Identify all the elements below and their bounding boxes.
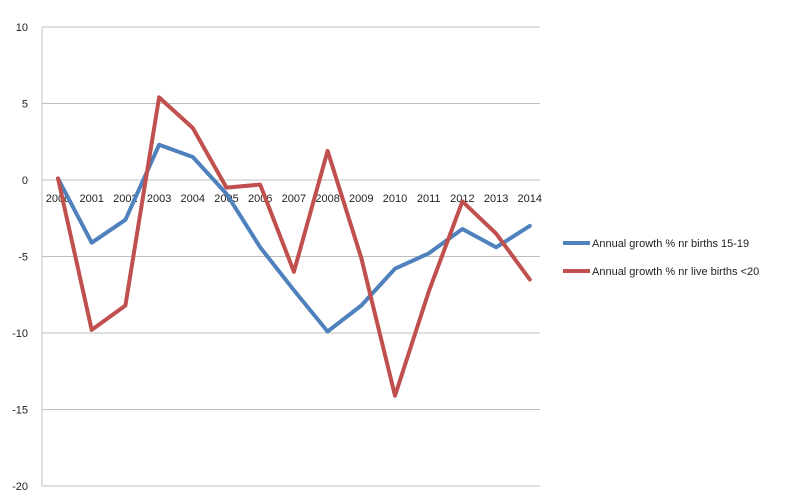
x-tick-label: 2001 (79, 193, 103, 205)
legend-label-2: Annual growth % nr live births <20 (592, 266, 759, 278)
series-line-2 (56, 95, 532, 398)
y-tick-label: 5 (22, 99, 28, 111)
y-tick-label: -5 (18, 252, 28, 264)
x-tick-label: 2009 (349, 193, 373, 205)
legend: Annual growth % nr births 15-19 Annual gr… (563, 238, 759, 278)
x-tick-label: 2010 (383, 193, 407, 205)
x-tick-label: 2013 (484, 193, 508, 205)
x-tick-label: 2011 (417, 193, 441, 205)
gridlines (42, 26, 540, 487)
y-tick-label: 10 (16, 22, 28, 34)
x-tick-label: 2003 (147, 193, 171, 205)
series-line-1 (56, 142, 532, 334)
series-lines (56, 95, 532, 398)
y-tick-label: -20 (12, 481, 28, 493)
legend-label-1: Annual growth % nr births 15-19 (592, 238, 749, 250)
x-tick-label: 2014 (518, 193, 542, 205)
y-tick-labels: 10 5 0 -5 -10 -15 -20 (12, 22, 28, 493)
x-tick-label: 2012 (450, 193, 474, 205)
x-tick-label: 2008 (315, 193, 339, 205)
y-tick-label: 0 (22, 175, 28, 187)
x-tick-label: 2007 (282, 193, 306, 205)
y-tick-label: -10 (12, 328, 28, 340)
y-tick-label: -15 (12, 405, 28, 417)
x-tick-labels: 2000 2001 2002 2003 2004 2005 2006 2007 2008 2009… (46, 193, 542, 205)
x-tick-label: 2004 (181, 193, 205, 205)
